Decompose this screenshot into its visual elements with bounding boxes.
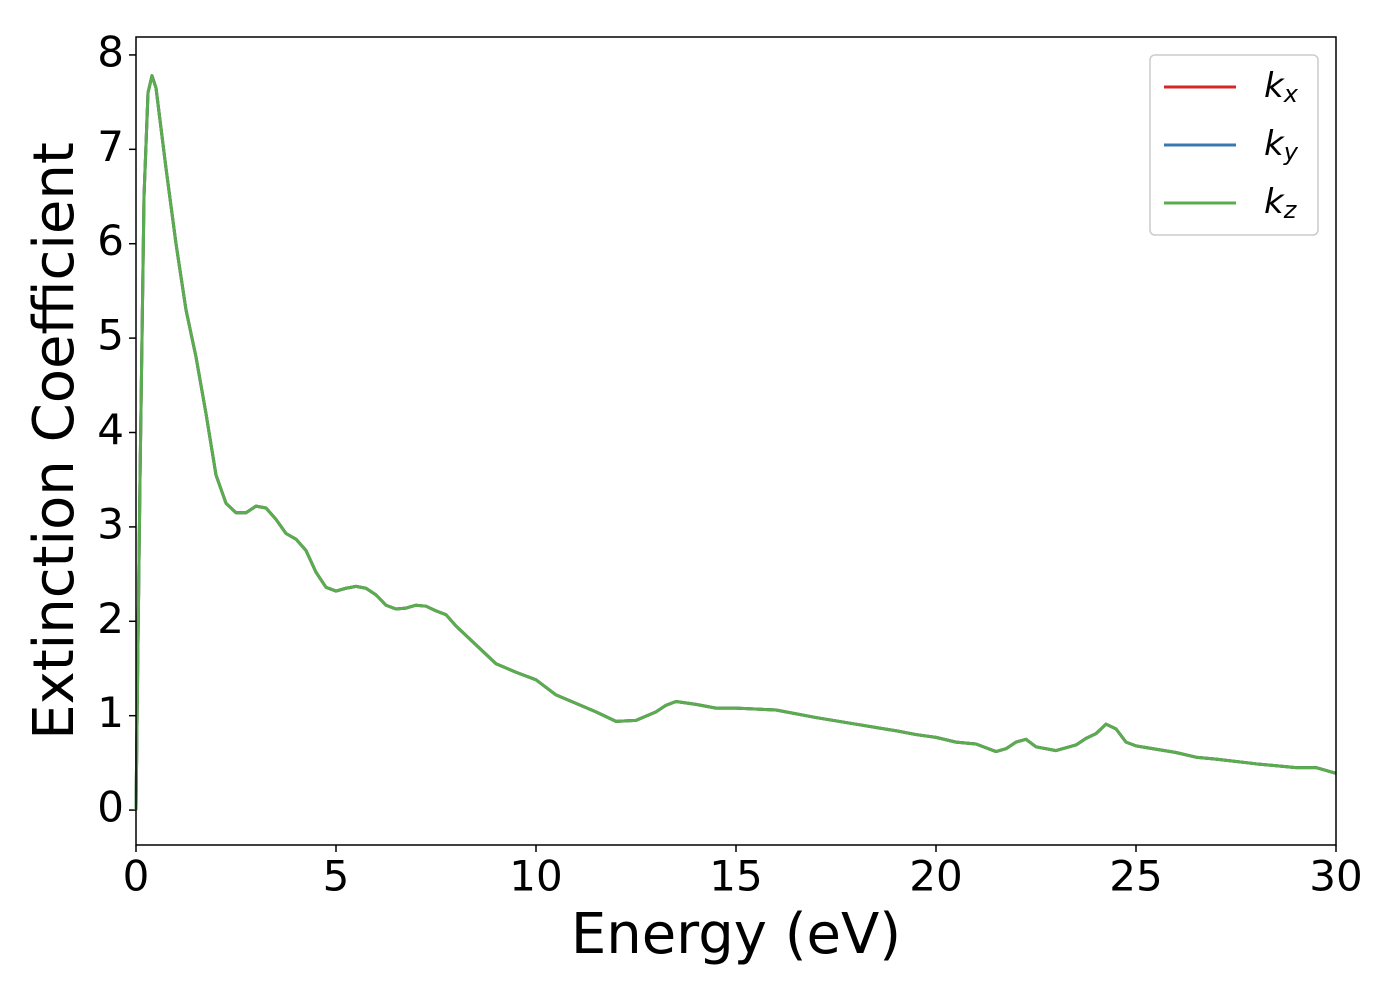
y-tick-label: 5 [97, 311, 124, 360]
y-axis-label: Extinction Coefficient [22, 142, 87, 740]
x-tick-label: 0 [123, 852, 150, 901]
legend-label: ky [1264, 124, 1299, 167]
y-tick-label: 7 [97, 122, 124, 171]
y-tick-label: 8 [97, 27, 124, 76]
y-tick-label: 6 [97, 216, 124, 265]
series-line [134, 74, 1337, 811]
legend-label: kz [1264, 182, 1298, 225]
y-tick-label: 0 [97, 783, 124, 832]
x-tick-label: 5 [323, 852, 350, 901]
y-tick-label: 3 [97, 499, 124, 548]
y-tick-label: 2 [97, 594, 124, 643]
x-tick-label: 10 [509, 852, 562, 901]
x-axis-label: Energy (eV) [571, 902, 901, 967]
plot-frame [135, 36, 1337, 846]
x-tick-label: 30 [1309, 852, 1362, 901]
legend-label: kx [1264, 66, 1299, 109]
y-tick-label: 1 [97, 688, 124, 737]
x-tick-label: 15 [709, 852, 762, 901]
x-tick-label: 25 [1109, 852, 1162, 901]
x-tick-label: 20 [909, 852, 962, 901]
y-tick-label: 4 [97, 405, 124, 454]
